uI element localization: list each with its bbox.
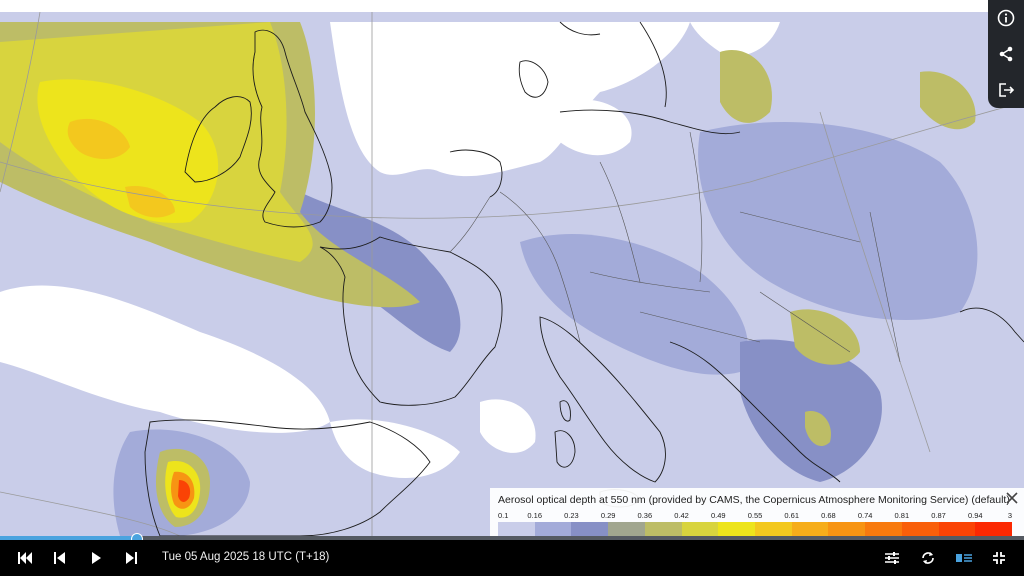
map-canvas [0,12,1024,536]
color-legend: Aerosol optical depth at 550 nm (provide… [490,488,1024,536]
graticule-meridian-2 [0,12,41,193]
share-icon[interactable] [994,42,1018,66]
coast-netherlands [449,149,503,198]
olive-patch-east [920,71,976,130]
legend-swatch [901,522,939,536]
legend-tick-label: 0.23 [564,511,579,520]
legend-tick-label: 0.87 [931,511,946,520]
legend-swatch [865,522,902,536]
coast-iberia [144,419,431,536]
coastlines [144,21,1024,536]
white-region-north-sea [330,22,690,177]
legend-tick-label: 0.1 [498,511,509,520]
coast-italy [539,316,666,483]
play-icon[interactable] [85,548,107,568]
legend-tick-label: 0.74 [857,511,873,520]
legend-ticks: 0.1 0.16 0.23 0.29 0.36 0.42 0.49 0.55 0.61 0.68 0… [498,511,1012,523]
legend-tick-label: 3 [1007,511,1012,520]
graticule-meridian-3 [819,111,931,453]
coast-balkans [669,341,841,483]
white-region-east-top [690,22,780,56]
legend-swatch [755,522,792,536]
coast-baltic [559,109,741,135]
graticule-parallel-2 [0,491,181,536]
borders [449,131,901,363]
playback-controls: Tue 05 Aug 2025 18 UTC (T+18) [0,540,1024,576]
exit-fullscreen-icon[interactable] [988,548,1010,568]
white-region-central [560,99,632,156]
coast-france [319,236,503,406]
legend-tick-label: 0.42 [674,511,689,520]
legend-swatch [938,522,976,536]
legend-swatch [975,522,1013,536]
coast-sweden [639,21,667,108]
blue-band-central [520,233,748,375]
skip-first-icon[interactable] [14,548,36,568]
graticule-parallel [0,101,1024,219]
white-region-iberia-east [330,419,460,478]
legend-tick-label: 0.29 [600,511,616,520]
blue-band-balkans [740,339,882,482]
legend-swatches [498,522,1013,536]
timeline-progress [0,536,138,540]
white-region-italy [480,399,536,453]
export-icon[interactable] [994,78,1018,102]
legend-title: Aerosol optical depth at 550 nm (provide… [498,494,1010,506]
legend-swatch [608,522,645,536]
legend-swatch [791,522,829,536]
aerosol-map[interactable]: Aerosol optical depth at 550 nm (provide… [0,12,1024,536]
info-icon[interactable] [994,6,1018,30]
skip-last-icon[interactable] [120,548,142,568]
legend-tick-label: 0.36 [637,511,653,520]
legend-tick-label: 0.55 [747,511,763,520]
legend-swatch [498,522,535,536]
olive-patch-northeast [720,50,772,123]
legend-tick-label: 0.81 [894,511,910,520]
olive-patch-greece [805,411,831,447]
legend-swatch [718,522,756,536]
layers-icon[interactable] [953,548,975,568]
loop-icon[interactable] [917,548,939,568]
hotspot-red [178,480,191,502]
coast-denmark [518,60,549,98]
yellow-plume-core [37,79,219,223]
legend-tick-label: 0.61 [784,511,800,520]
legend-swatch [644,522,682,536]
legend-swatch [534,522,572,536]
coast-ireland [184,96,252,183]
legend-swatch [571,522,609,536]
coast-norway [559,21,601,36]
olive-patch-balkans [790,309,860,365]
coast-corsica [559,400,571,422]
side-toolbar [988,0,1024,108]
coast-sardinia [554,430,576,468]
legend-tick-label: 0.68 [821,511,836,520]
blue-band-east [698,122,978,321]
settings-sliders-icon[interactable] [881,548,903,568]
legend-tick-label: 0.16 [527,511,543,520]
coast-great-britain [252,29,333,228]
timestamp-label: Tue 05 Aug 2025 18 UTC (T+18) [162,551,330,563]
orange-spot-ireland [67,118,130,159]
legend-close-icon[interactable] [1004,490,1020,506]
step-back-icon[interactable] [49,548,71,568]
legend-tick-label: 0.94 [967,511,983,520]
coast-black-sea [959,307,1024,343]
legend-swatch [681,522,719,536]
legend-swatch [828,522,866,536]
white-region-atlantic [0,285,330,433]
legend-tick-label: 0.49 [710,511,726,520]
